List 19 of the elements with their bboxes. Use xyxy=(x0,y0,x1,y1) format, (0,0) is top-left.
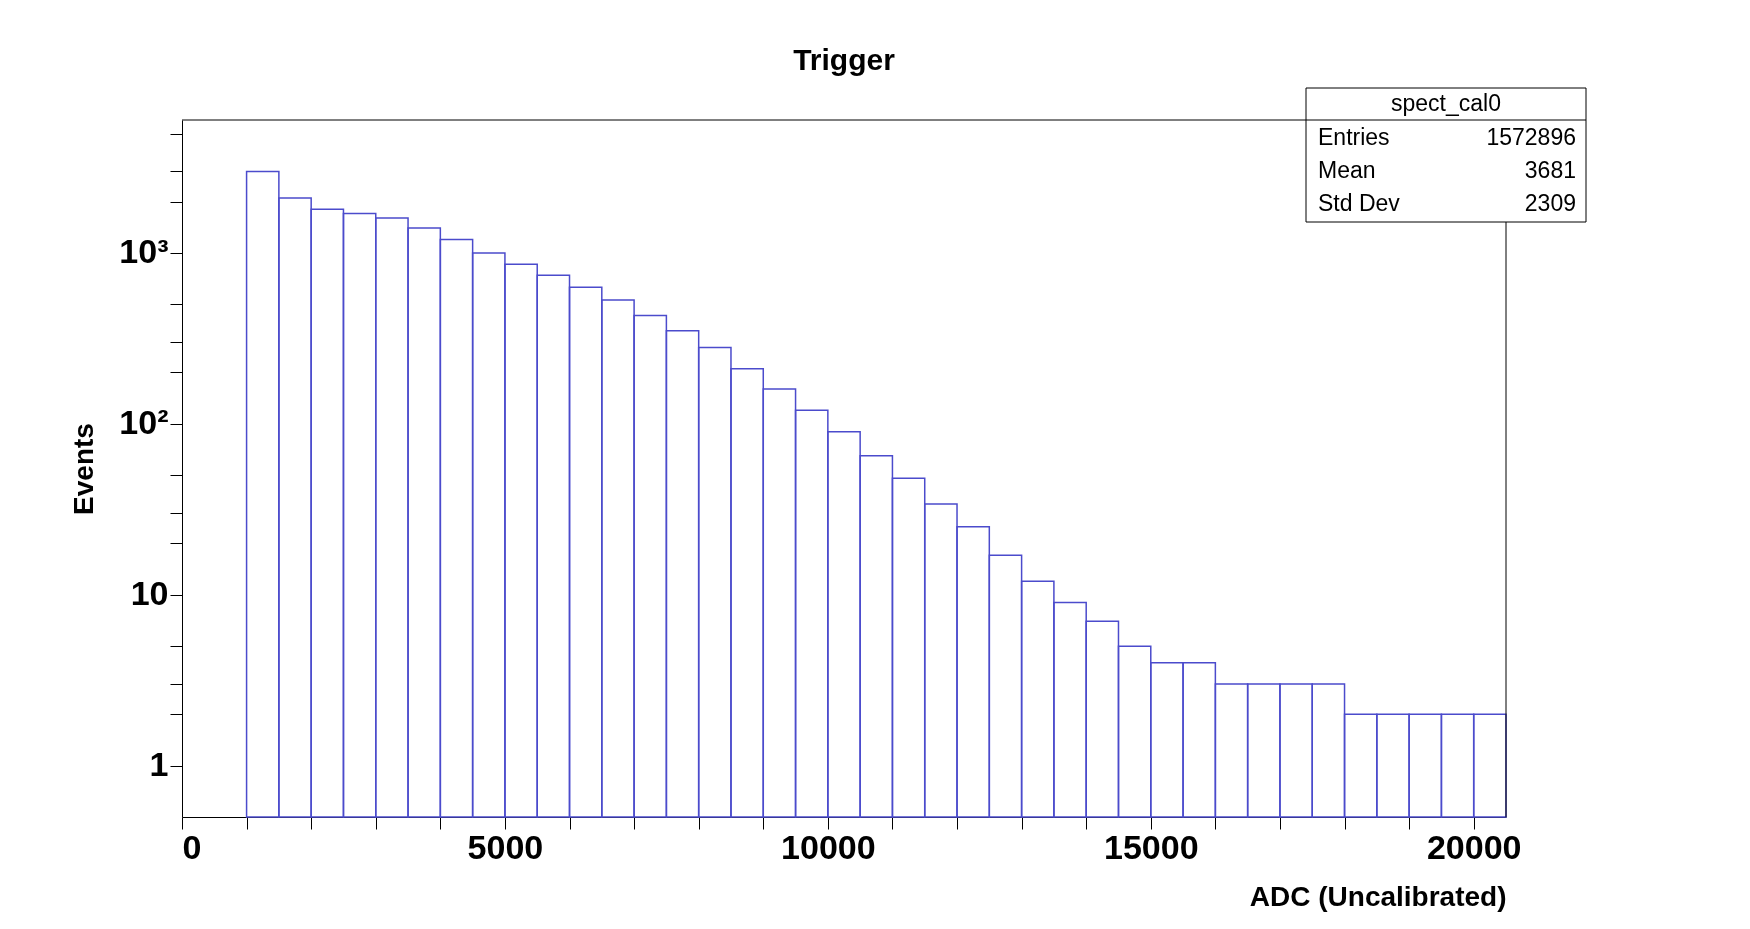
x-tick-label: 20000 xyxy=(1426,827,1522,866)
y-tick-label: 10² xyxy=(119,403,169,442)
annotation: Std Dev xyxy=(1318,190,1401,216)
text: 2309 xyxy=(1524,190,1576,216)
x-tick-label: 5000 xyxy=(467,827,544,866)
annotation: Mean xyxy=(1318,157,1376,183)
y-tick-label: 10³ xyxy=(119,232,169,271)
text: spect_cal0 xyxy=(1391,90,1501,116)
y-tick-label: 1 xyxy=(149,745,169,784)
text: 3681 xyxy=(1524,157,1576,183)
x-tick-label: 0 xyxy=(182,827,202,866)
x-tick-label: 10000 xyxy=(781,827,876,866)
chart-title: Trigger xyxy=(793,42,896,76)
x-axis-title: ADC (Uncalibrated) xyxy=(1249,880,1507,912)
y-tick-label: 10 xyxy=(130,574,169,613)
annotation: 1572896 xyxy=(1486,124,1576,150)
annotation: Entries xyxy=(1318,124,1390,150)
x-tick-label: 15000 xyxy=(1104,827,1199,866)
y-axis-title: Events xyxy=(68,423,100,515)
